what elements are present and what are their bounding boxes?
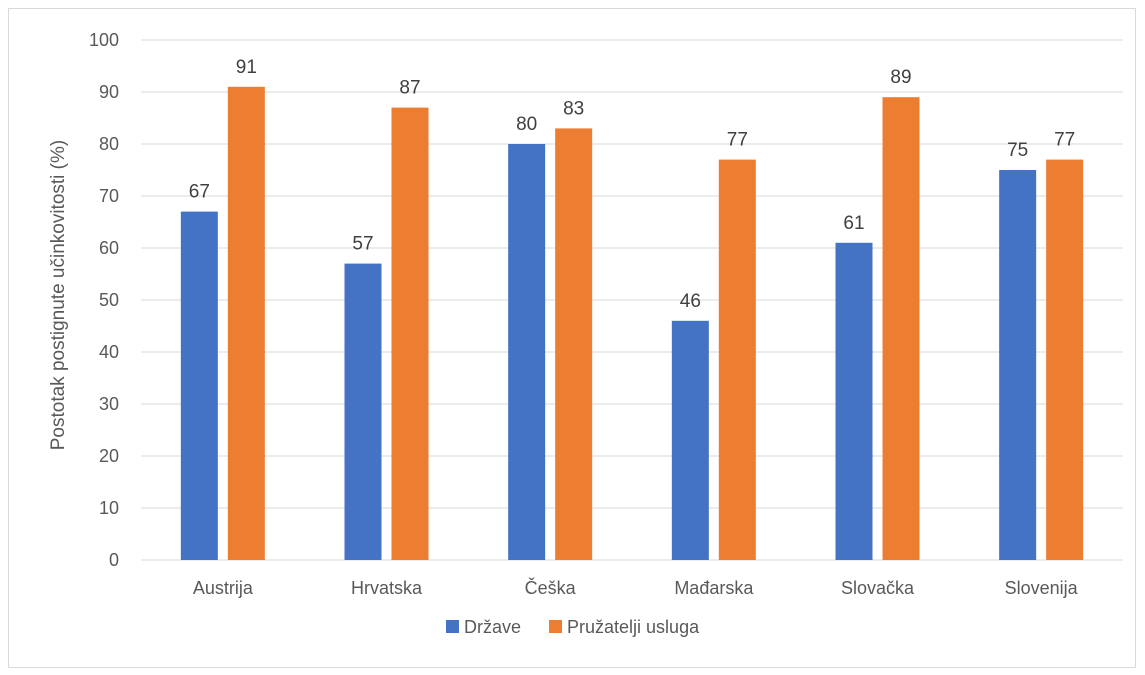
data-label: 46 [680,291,701,312]
x-tick-label: Hrvatska [351,578,423,598]
bar-drzave-5 [999,170,1037,560]
bar-chart: 67 91 57 87 80 83 46 77 61 89 75 77 0 10 20 30 40 50 60 70… [48,30,1123,637]
data-label: 89 [890,67,911,88]
bar-pruzatelji-5 [1046,159,1084,560]
legend-label: Države [464,617,521,637]
y-tick-label: 100 [89,30,119,50]
data-label: 87 [399,78,420,99]
legend-label: Pružatelji usluga [567,617,700,637]
bar-drzave-1 [344,263,382,560]
data-label: 57 [352,234,373,255]
x-tick-label: Mađarska [674,578,754,598]
y-tick-label: 10 [99,498,119,518]
y-tick-label: 60 [99,238,119,258]
chart-frame: 67 91 57 87 80 83 46 77 61 89 75 77 0 10 20 30 40 50 60 70… [8,8,1136,668]
x-tick-label: Češka [525,577,577,598]
y-tick-label: 40 [99,342,119,362]
x-axis-ticks: Austrija Hrvatska Češka Mađarska Slovačka Slo… [193,577,1079,598]
legend-swatch [549,620,563,633]
x-tick-label: Austrija [193,578,254,598]
legend-swatch [446,620,459,633]
data-label: 77 [1054,130,1075,151]
data-label: 83 [563,98,584,119]
y-axis-ticks: 0 10 20 30 40 50 60 70 80 90 100 [89,30,119,570]
y-tick-label: 20 [99,446,119,466]
data-labels: 67 91 57 87 80 83 46 77 61 89 75 77 [189,57,1075,312]
bar-pruzatelji-1 [391,107,429,560]
data-label: 91 [236,57,257,78]
bar-drzave-0 [180,211,218,560]
data-label: 61 [843,213,864,234]
bars [180,86,1084,561]
y-tick-label: 80 [99,134,119,154]
bar-pruzatelji-0 [227,86,265,561]
bar-pruzatelji-4 [882,97,920,560]
bar-drzave-4 [835,242,873,561]
y-tick-label: 0 [109,550,119,570]
legend: Države Pružatelji usluga [446,617,700,637]
x-tick-label: Slovačka [841,578,915,598]
data-label: 67 [189,182,210,203]
bar-drzave-3 [671,320,709,560]
y-tick-label: 90 [99,82,119,102]
bar-pruzatelji-2 [555,128,593,560]
bar-pruzatelji-3 [718,159,756,560]
data-label: 80 [516,114,537,135]
data-label: 75 [1007,140,1028,161]
y-tick-label: 30 [99,394,119,414]
gridlines [141,39,1123,561]
bar-drzave-2 [508,144,546,560]
y-tick-label: 50 [99,290,119,310]
y-axis-title: Postotak postignute učinkovitosti (%) [48,140,69,451]
data-label: 77 [727,130,748,151]
y-tick-label: 70 [99,186,119,206]
x-tick-label: Slovenija [1005,578,1079,598]
